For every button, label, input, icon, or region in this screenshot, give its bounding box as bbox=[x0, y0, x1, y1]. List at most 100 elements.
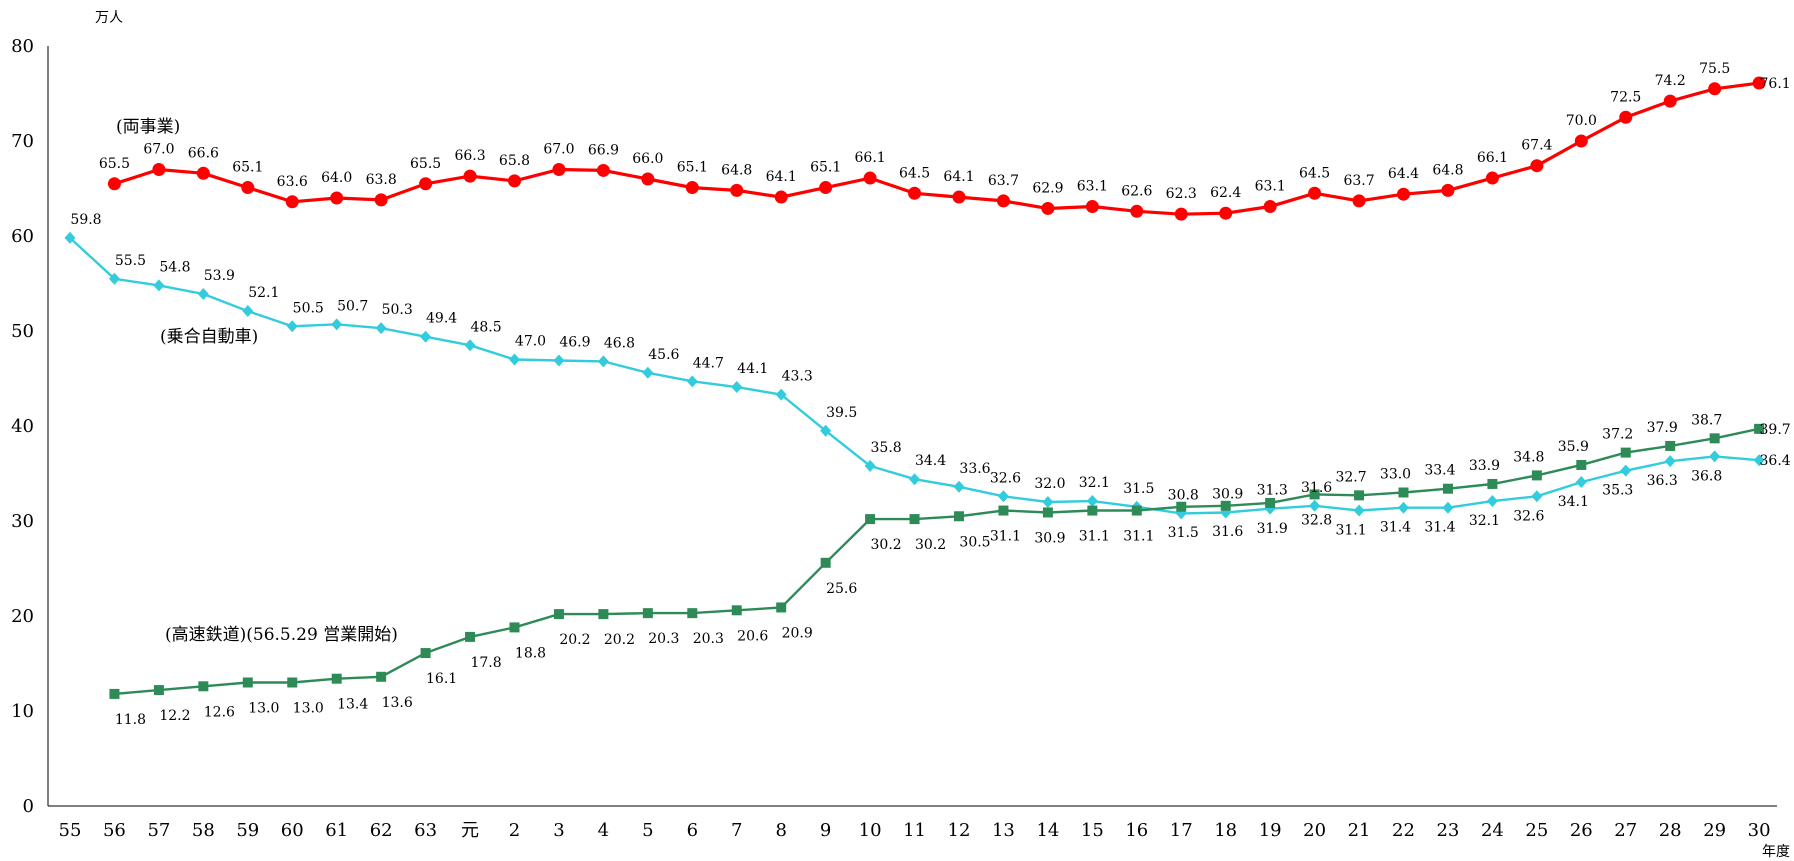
data-label-both: 63.7 bbox=[1343, 173, 1374, 189]
data-label-bus: 47.0 bbox=[515, 334, 546, 350]
marker-subway bbox=[1754, 423, 1765, 434]
data-label-bus: 32.1 bbox=[1469, 513, 1500, 529]
marker-bus bbox=[375, 322, 387, 335]
y-tick-label: 80 bbox=[11, 36, 34, 57]
data-label-subway: 32.7 bbox=[1335, 469, 1366, 485]
data-label-both: 63.8 bbox=[366, 172, 397, 188]
data-label-both: 66.0 bbox=[632, 151, 663, 167]
chart-axes bbox=[47, 46, 1777, 807]
x-tick-label: 30 bbox=[1748, 820, 1771, 841]
marker-bus bbox=[686, 375, 698, 388]
marker-bus bbox=[1086, 495, 1098, 508]
series-markers bbox=[64, 76, 1766, 699]
x-tick-label: 12 bbox=[948, 820, 971, 841]
data-label-bus: 31.4 bbox=[1380, 520, 1411, 536]
marker-subway bbox=[1220, 500, 1231, 511]
marker-both bbox=[685, 181, 699, 195]
marker-subway bbox=[109, 688, 120, 699]
data-label-bus: 50.7 bbox=[337, 298, 368, 314]
data-label-subway: 13.0 bbox=[293, 701, 324, 717]
marker-subway bbox=[509, 622, 520, 633]
marker-bus bbox=[1398, 501, 1409, 514]
marker-bus bbox=[64, 231, 76, 244]
x-tick-label: 21 bbox=[1348, 820, 1371, 841]
data-label-subway: 20.3 bbox=[648, 631, 679, 647]
data-label-bus: 30.8 bbox=[1168, 487, 1199, 503]
data-label-subway: 30.2 bbox=[915, 537, 946, 553]
data-label-bus: 46.9 bbox=[559, 334, 590, 350]
marker-bus bbox=[1309, 499, 1321, 512]
x-tick-label: 10 bbox=[859, 820, 882, 841]
marker-both bbox=[463, 169, 477, 183]
data-label-both: 64.1 bbox=[766, 169, 797, 185]
marker-subway bbox=[820, 557, 831, 568]
marker-subway bbox=[687, 608, 698, 619]
data-label-subway: 20.6 bbox=[737, 628, 768, 644]
x-tick-label: 23 bbox=[1436, 820, 1459, 841]
x-tick-label: 63 bbox=[414, 820, 437, 841]
x-tick-label: 28 bbox=[1659, 820, 1682, 841]
data-label-subway: 17.8 bbox=[470, 655, 501, 671]
data-label-both: 64.8 bbox=[721, 162, 752, 178]
data-label-both: 66.1 bbox=[855, 150, 886, 166]
data-label-subway: 34.8 bbox=[1513, 449, 1544, 465]
data-label-both: 65.1 bbox=[810, 160, 841, 176]
marker-subway bbox=[1398, 487, 1409, 498]
marker-both bbox=[819, 181, 833, 195]
marker-subway bbox=[1576, 459, 1587, 470]
x-tick-label: 9 bbox=[820, 820, 831, 841]
data-label-bus: 32.6 bbox=[1513, 508, 1544, 524]
marker-bus bbox=[553, 354, 565, 367]
data-label-both: 65.8 bbox=[499, 153, 530, 169]
marker-both bbox=[996, 194, 1010, 208]
x-tick-label: 3 bbox=[553, 820, 564, 841]
marker-both bbox=[1663, 94, 1677, 108]
x-tick-label: 25 bbox=[1525, 820, 1548, 841]
marker-subway bbox=[153, 685, 164, 696]
data-label-both: 67.0 bbox=[143, 142, 174, 158]
marker-both bbox=[1752, 76, 1766, 90]
marker-both bbox=[508, 174, 521, 188]
data-label-both: 66.6 bbox=[188, 145, 219, 161]
x-tick-label: 2 bbox=[509, 820, 520, 841]
series-label-bus: (乗合自動車) bbox=[160, 327, 258, 347]
x-tick-label: 58 bbox=[192, 820, 215, 841]
marker-both bbox=[152, 163, 166, 176]
x-tick-label: 14 bbox=[1036, 820, 1059, 841]
x-tick-label: 元 bbox=[461, 820, 479, 841]
data-label-bus: 31.6 bbox=[1301, 480, 1332, 496]
marker-bus bbox=[197, 287, 209, 300]
data-label-bus: 32.1 bbox=[1079, 475, 1110, 491]
marker-subway bbox=[376, 671, 387, 682]
marker-bus bbox=[864, 459, 876, 472]
marker-bus bbox=[1353, 504, 1365, 517]
marker-bus bbox=[509, 353, 520, 366]
x-tick-label: 8 bbox=[775, 820, 786, 841]
data-label-both: 65.5 bbox=[99, 156, 130, 172]
marker-bus bbox=[953, 480, 965, 493]
x-tick-label: 59 bbox=[236, 820, 259, 841]
data-label-both: 64.8 bbox=[1432, 162, 1463, 178]
data-label-both: 66.1 bbox=[1477, 150, 1508, 166]
data-label-bus: 53.9 bbox=[204, 268, 235, 284]
marker-both bbox=[1130, 204, 1144, 218]
x-tick-label: 16 bbox=[1125, 820, 1148, 841]
data-label-both: 63.1 bbox=[1255, 179, 1286, 195]
marker-both bbox=[1574, 134, 1588, 148]
data-labels: 65.5 67.0 66.6 65.1 63.6 64.0 63.8 65.5 66.3 65.8… bbox=[70, 61, 1790, 728]
marker-subway bbox=[1709, 433, 1720, 444]
marker-both bbox=[330, 191, 344, 205]
data-label-bus: 54.8 bbox=[159, 259, 190, 275]
marker-bus bbox=[1709, 450, 1721, 463]
marker-subway bbox=[1131, 505, 1142, 516]
series-label-subway: (高速鉄道)(56.5.29 営業開始) bbox=[165, 625, 398, 645]
data-label-both: 65.5 bbox=[410, 156, 441, 172]
data-label-bus: 34.4 bbox=[915, 453, 946, 469]
marker-subway bbox=[1620, 447, 1631, 458]
y-tick-labels: 0 10 20 30 40 50 60 70 80 bbox=[11, 36, 34, 817]
marker-subway bbox=[642, 608, 653, 619]
marker-bus bbox=[1531, 490, 1543, 503]
marker-bus bbox=[1486, 495, 1498, 508]
x-tick-label: 22 bbox=[1392, 820, 1415, 841]
marker-subway bbox=[1265, 497, 1276, 508]
